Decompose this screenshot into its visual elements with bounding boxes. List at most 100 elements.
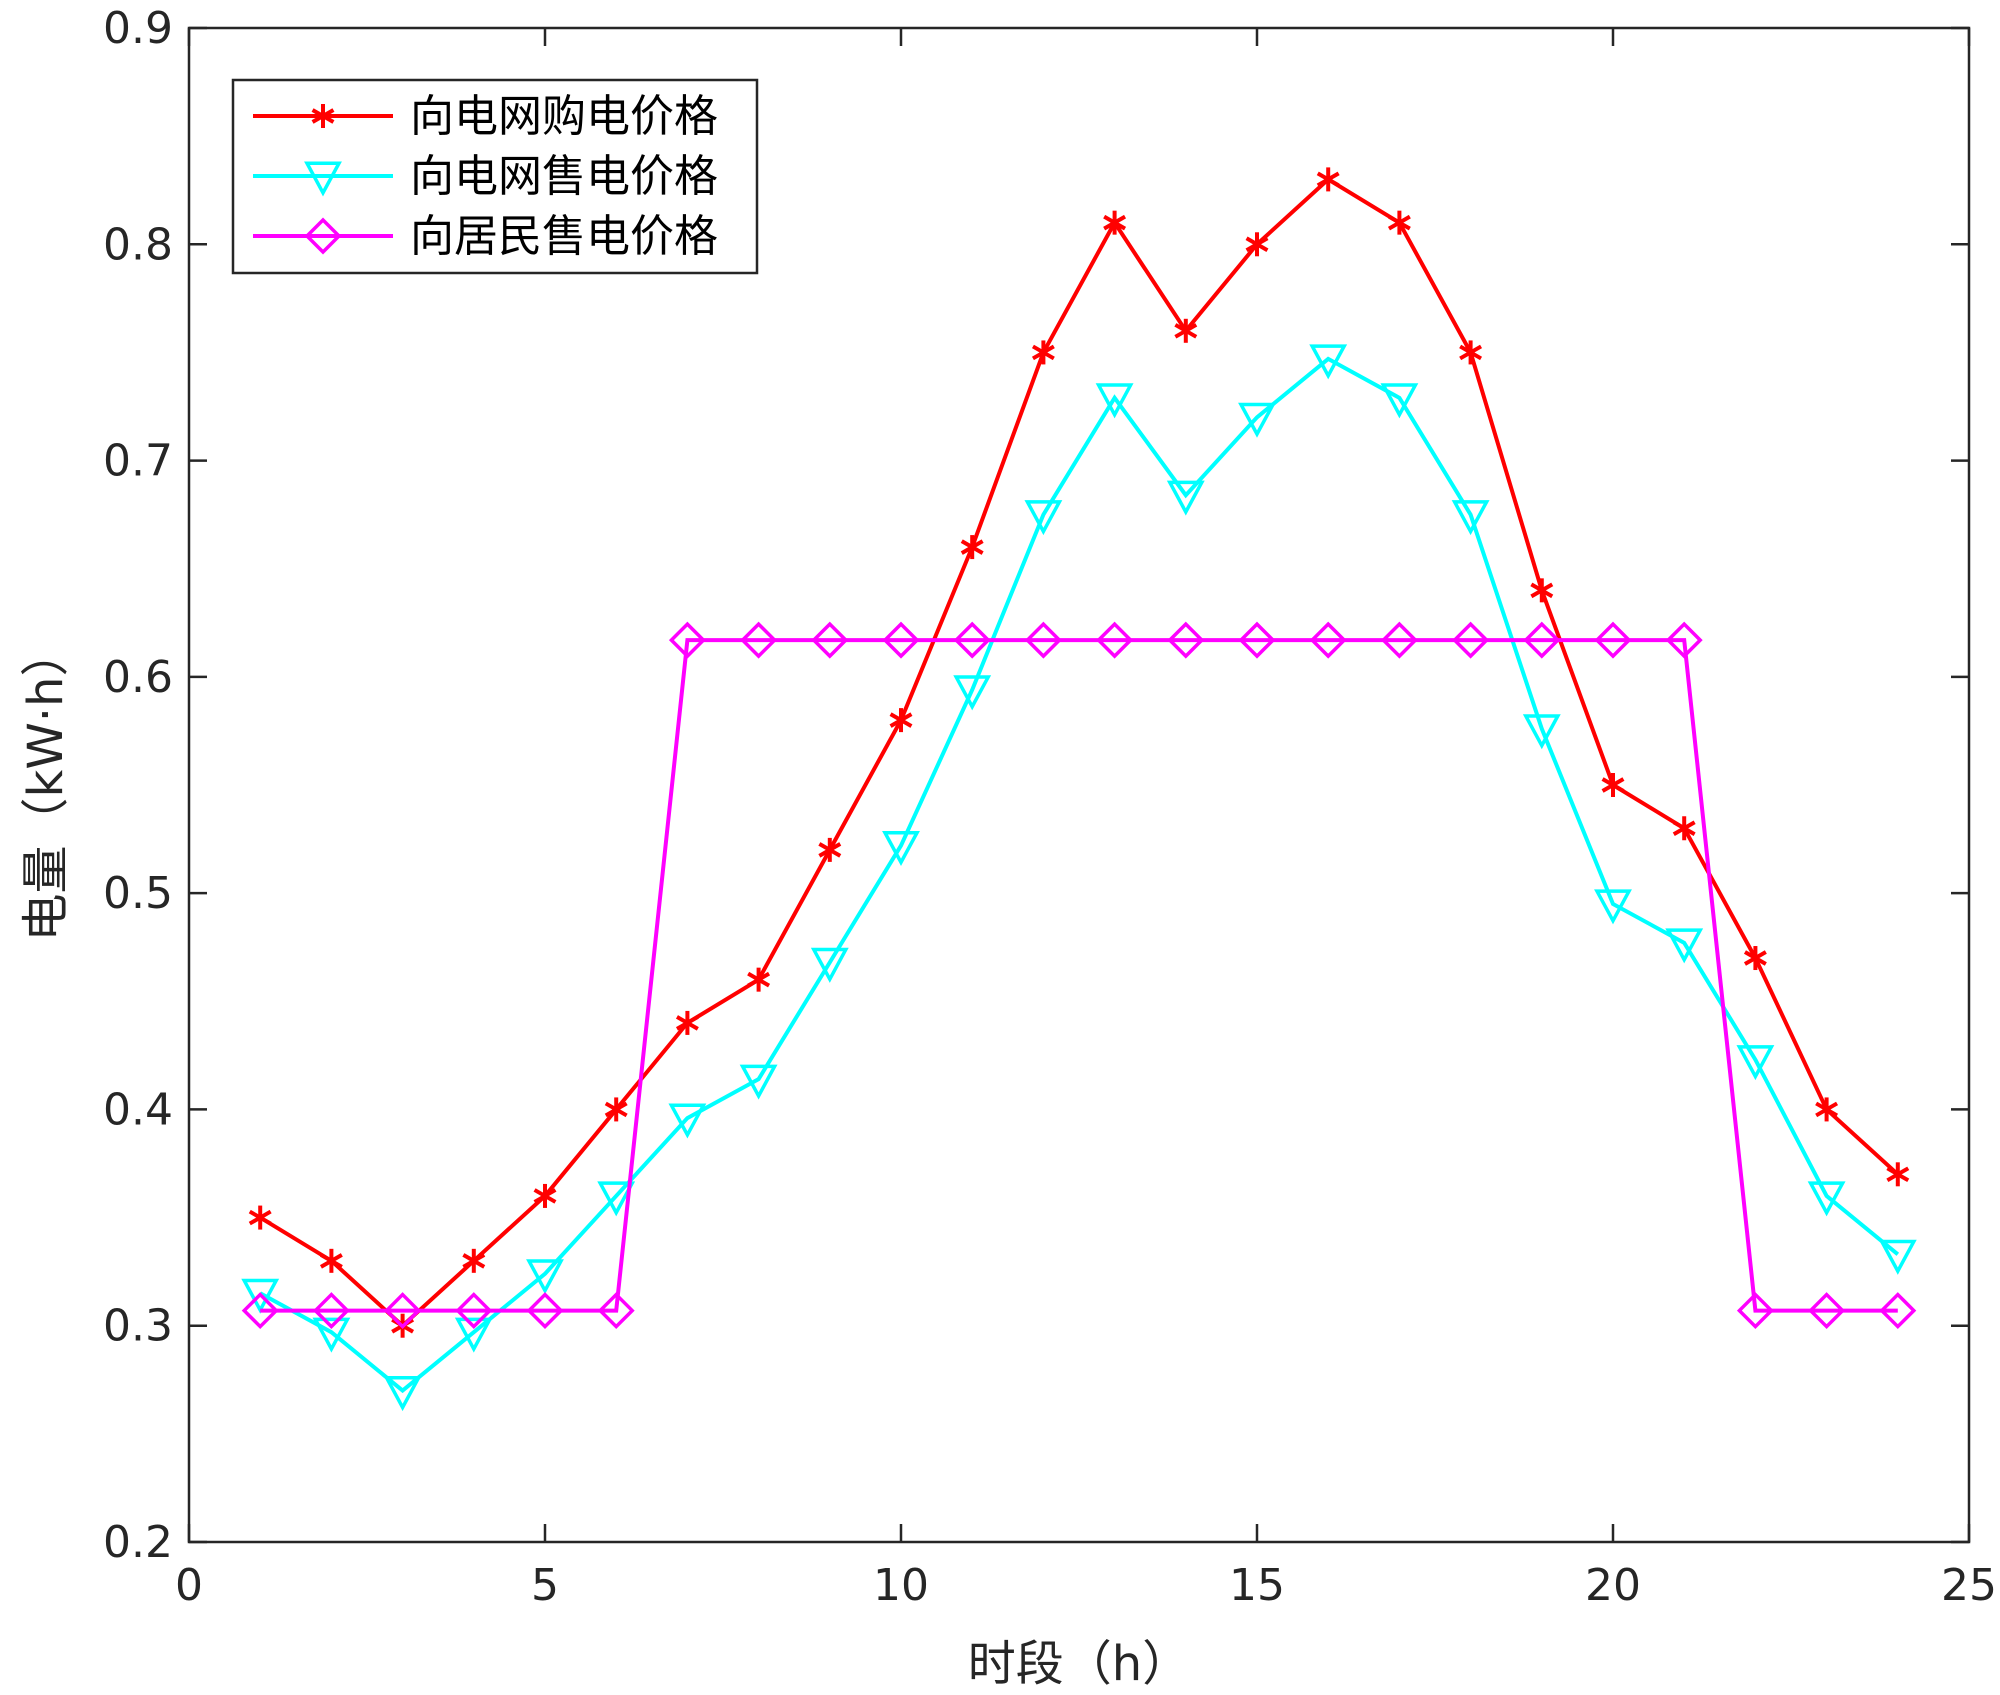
legend-marker — [311, 104, 335, 128]
data-point — [319, 1248, 343, 1273]
data-point — [1095, 383, 1134, 419]
data-point — [1316, 167, 1340, 192]
data-point — [810, 947, 849, 983]
data-point — [739, 1064, 778, 1100]
data-point — [1878, 1239, 1917, 1275]
series-line — [259, 356, 1900, 1394]
data-point — [1380, 621, 1418, 659]
data-point — [882, 831, 920, 867]
x-tick-label: 10 — [873, 1560, 929, 1611]
legend-label: 向居民售电价格 — [410, 211, 718, 262]
legend-label: 向电网售电价格 — [410, 151, 718, 202]
data-point — [882, 621, 920, 659]
data-point — [1309, 621, 1347, 659]
data-point — [1024, 621, 1062, 659]
legend-marker — [304, 217, 342, 255]
legend-marker — [304, 161, 342, 197]
data-point — [1594, 621, 1632, 659]
data-point — [1808, 1292, 1846, 1330]
data-point — [1031, 340, 1055, 365]
data-point — [1387, 210, 1411, 235]
data-point — [675, 1010, 699, 1035]
data-point — [604, 1097, 628, 1122]
data-point — [960, 535, 984, 560]
data-point — [1380, 383, 1419, 419]
data-point — [953, 675, 992, 711]
legend-entry: 向电网购电价格 — [253, 91, 718, 142]
x-tick-label: 15 — [1229, 1560, 1285, 1611]
y-tick-label: 0.4 — [103, 1084, 173, 1135]
data-point — [889, 708, 913, 733]
data-point — [1238, 621, 1276, 659]
x-tick-label: 5 — [531, 1560, 559, 1611]
axis-ticks: 0 5 10 15 20 25 0.2 0.3 0.4 0.5 0.6 0.7 0.8 0.9 — [103, 3, 1997, 1611]
legend-entry: 向电网售电价格 — [253, 151, 718, 202]
data-point — [1886, 1162, 1910, 1187]
x-tick-label: 25 — [1941, 1560, 1997, 1611]
data-point — [1672, 816, 1696, 841]
legend-label: 向电网购电价格 — [410, 91, 718, 142]
data-point — [1530, 578, 1554, 603]
x-tick-label: 20 — [1585, 1560, 1641, 1611]
data-point — [1245, 232, 1269, 257]
data-point — [241, 1292, 279, 1330]
data-point — [1166, 480, 1205, 516]
data-point — [1736, 1292, 1774, 1330]
x-axis-title: 时段（h） — [968, 1636, 1190, 1692]
data-point — [1309, 344, 1348, 380]
data-point — [811, 621, 849, 659]
data-point — [668, 1103, 707, 1139]
data-point — [454, 1317, 493, 1353]
y-tick-label: 0.6 — [103, 652, 173, 703]
data-point — [462, 1248, 486, 1273]
data-point — [1167, 621, 1205, 659]
data-point — [1452, 621, 1490, 659]
data-point — [818, 837, 842, 862]
series-3 — [241, 621, 1917, 1330]
data-point — [1024, 500, 1063, 536]
data-point — [1459, 340, 1483, 365]
data-point — [1103, 210, 1127, 235]
y-tick-label: 0.7 — [103, 436, 173, 487]
y-tick-label: 0.2 — [103, 1517, 173, 1568]
data-point — [248, 1205, 272, 1230]
data-point — [1743, 946, 1767, 971]
data-point — [1879, 1292, 1917, 1330]
y-tick-label: 0.5 — [103, 868, 173, 919]
data-point — [1736, 1045, 1775, 1081]
data-point — [455, 1292, 493, 1330]
data-point — [597, 1181, 636, 1217]
data-point — [597, 1292, 635, 1330]
data-point — [1238, 402, 1276, 438]
data-point — [668, 621, 706, 659]
data-point — [312, 1292, 350, 1330]
legend-entry: 向居民售电价格 — [253, 211, 718, 262]
data-point — [526, 1259, 564, 1295]
data-point — [1096, 621, 1134, 659]
data-point — [1601, 773, 1625, 797]
data-point — [953, 621, 991, 659]
series-line — [260, 638, 1898, 1313]
plot-area — [187, 26, 1971, 1544]
data-point — [241, 1278, 280, 1314]
series-line — [259, 176, 1900, 1329]
data-point — [1523, 621, 1561, 659]
y-axis-title: 电量（kW·h） — [18, 629, 74, 942]
data-point — [1522, 714, 1561, 750]
x-tick-label: 0 — [175, 1560, 203, 1611]
data-point — [1451, 500, 1490, 536]
data-point — [384, 1292, 422, 1330]
y-tick-label: 0.8 — [103, 219, 173, 270]
series-2 — [241, 344, 1917, 1412]
data-point — [1174, 318, 1198, 343]
data-point — [383, 1376, 422, 1412]
data-point — [747, 967, 771, 992]
data-point — [1815, 1097, 1839, 1122]
series-1 — [248, 167, 1910, 1338]
series-layer — [241, 167, 1917, 1412]
data-point — [1665, 928, 1704, 964]
data-point — [526, 1292, 564, 1330]
data-point — [1665, 621, 1703, 659]
